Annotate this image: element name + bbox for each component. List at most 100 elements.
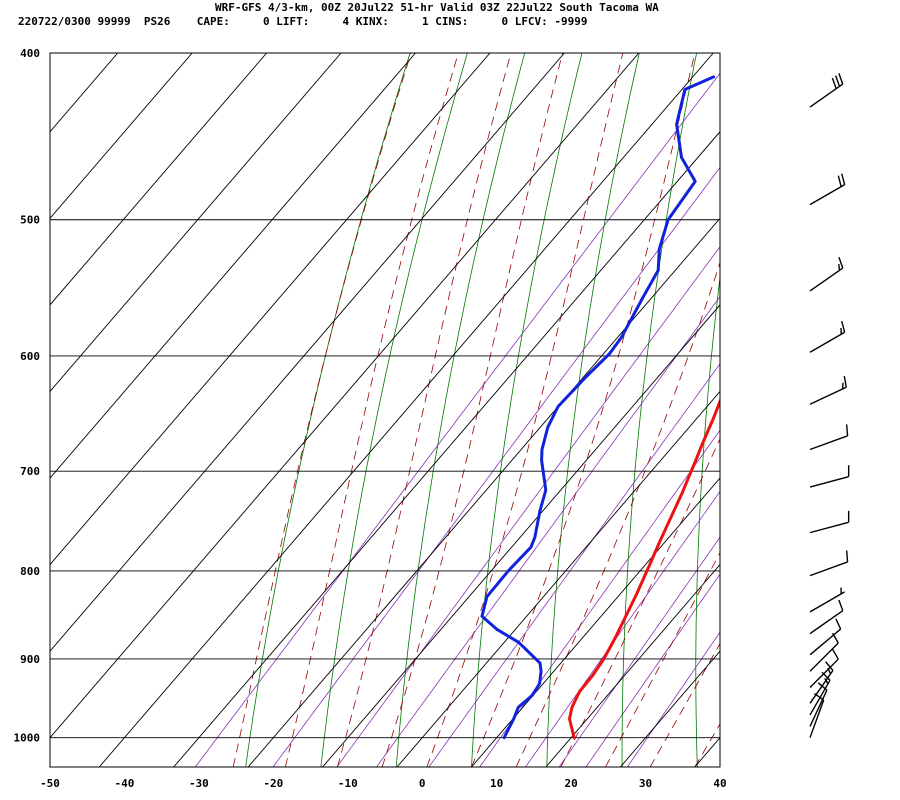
isotherm--110 [50, 53, 193, 220]
x-tick-label: -10 [338, 777, 358, 790]
y-tick-label: 800 [20, 565, 40, 578]
barb-full-feather [838, 257, 844, 269]
barb-full-feather [825, 661, 834, 671]
y-tick-labels: 400 500 600 700 800 900 1000 [14, 47, 41, 745]
mixing-ratio-line-6 [525, 490, 720, 767]
mixing-ratio-line-4 [428, 363, 720, 767]
isotherm-40 [694, 737, 720, 767]
isotherm--40 [98, 53, 714, 767]
barb-staff [809, 679, 831, 716]
barb-full-feather [838, 73, 844, 85]
moist-adiabat-8 [605, 551, 720, 767]
dry-adiabat-3 [471, 53, 583, 767]
mixing-ratio-line-0 [194, 72, 720, 767]
barb-staff [809, 561, 848, 577]
moist-adiabat-4 [426, 53, 624, 767]
x-tick-label: -40 [115, 777, 135, 790]
wind-barb [809, 599, 844, 635]
dry-adiabat-6 [695, 274, 720, 767]
x-tick-label: -30 [189, 777, 209, 790]
isotherm--60 [50, 53, 565, 652]
wind-barb [809, 648, 839, 688]
barb-staff [809, 628, 842, 656]
barb-full-feather [838, 599, 844, 611]
wind-barb [809, 550, 849, 577]
profile-lines [480, 75, 720, 740]
wind-barb [809, 375, 847, 405]
barb-full-feather [845, 424, 849, 436]
barb-staff [809, 267, 844, 292]
moist-adiabat-9 [649, 642, 720, 767]
x-tick-label: 0 [419, 777, 426, 790]
barb-staff [809, 475, 849, 488]
mixing-ratio-line-1 [272, 166, 720, 767]
barb-staff [809, 670, 834, 704]
x-tick-label: 20 [564, 777, 577, 790]
chart-title: WRF-GFS 4/3-km, 00Z 20Jul22 51-hr Valid … [215, 1, 659, 14]
barb-full-feather [832, 648, 839, 660]
isotherm-10 [471, 477, 720, 767]
barb-half-feather [838, 264, 841, 271]
barb-staff [809, 689, 828, 727]
barb-full-feather [837, 175, 842, 187]
isotherm--90 [50, 53, 342, 393]
barb-staff [809, 642, 839, 672]
wind-barb [809, 173, 846, 206]
wind-barb [809, 510, 850, 534]
barb-staff [809, 658, 839, 688]
isotherm--70 [50, 53, 491, 566]
background-lines [194, 44, 869, 767]
barb-staff [809, 699, 825, 738]
isotherm-20 [545, 563, 720, 767]
wind-barbs [809, 73, 850, 738]
barb-staff [809, 521, 849, 534]
barb-full-feather [841, 321, 846, 333]
dry-adiabat-4 [546, 53, 640, 767]
moist-adiabat-0 [232, 53, 412, 767]
temperature-profile [568, 397, 720, 740]
isotherm--10 [322, 304, 720, 767]
x-tick-label: -50 [40, 777, 60, 790]
y-tick-label: 600 [20, 350, 40, 363]
isotherm--50 [50, 53, 640, 739]
x-tick-label: 40 [713, 777, 726, 790]
wind-barb [809, 465, 850, 488]
isotherm-30 [620, 650, 720, 767]
barb-staff [809, 83, 844, 108]
wind-barb [809, 321, 846, 353]
y-tick-label: 900 [20, 653, 40, 666]
mixing-ratio-line-2 [336, 246, 720, 767]
dry-adiabat-8 [836, 44, 869, 767]
y-tick-label: 700 [20, 465, 40, 478]
wind-barb [809, 587, 845, 613]
barb-full-feather [834, 75, 841, 87]
plot-frame [49, 52, 721, 768]
mixing-ratio-line-9 [626, 631, 720, 767]
moist-adiabat-5 [471, 53, 696, 767]
x-tick-label: 30 [639, 777, 652, 790]
moist-adiabat-7 [560, 437, 720, 767]
barb-staff [809, 386, 847, 405]
barb-staff [809, 331, 845, 353]
moist-adiabat-2 [337, 53, 512, 767]
wind-barb [809, 424, 849, 451]
moist-adiabat-3 [381, 53, 564, 767]
moist-adiabat-6 [515, 261, 720, 767]
barb-staff [809, 435, 848, 451]
mixing-ratio-line-3 [376, 295, 720, 767]
wind-barb [809, 257, 844, 292]
y-tick-label: 500 [20, 214, 40, 227]
isotherm-0 [396, 390, 720, 767]
grid-lines [50, 52, 720, 767]
wind-barb [809, 618, 842, 656]
barb-full-feather [843, 375, 847, 388]
isotherm--80 [50, 53, 416, 479]
barb-staff [809, 591, 845, 613]
dry-adiabat-1 [320, 53, 468, 767]
dewpoint-profile [480, 75, 716, 740]
barb-full-feather [831, 77, 837, 89]
moist-adiabat-10 [694, 723, 720, 767]
dry-adiabat-2 [395, 53, 526, 767]
mixing-ratio-line-7 [558, 536, 720, 767]
